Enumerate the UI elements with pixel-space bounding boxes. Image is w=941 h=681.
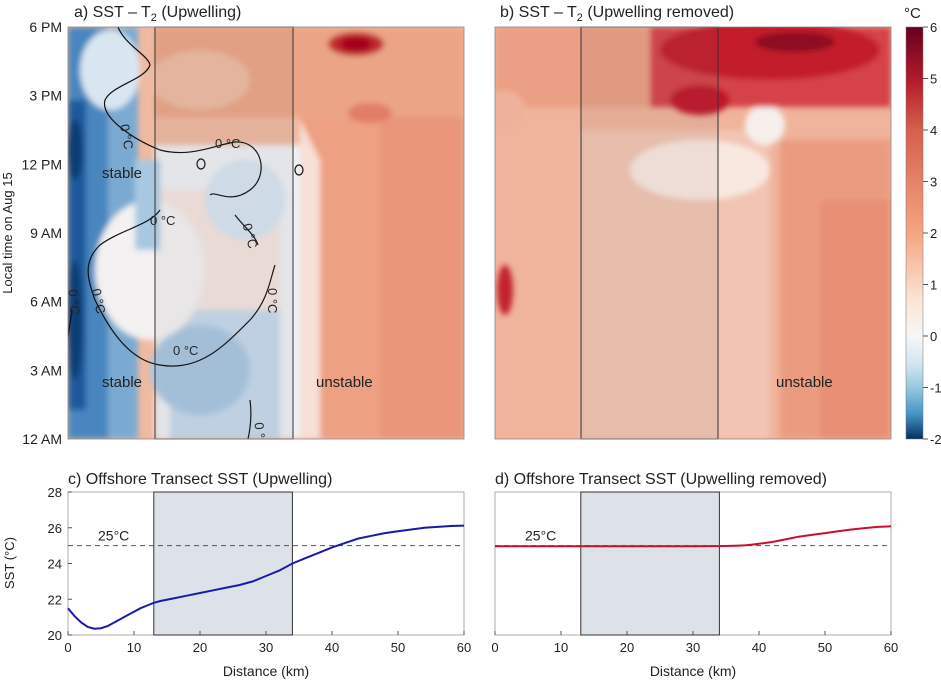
upwelling-zone-box bbox=[154, 26, 294, 440]
panel-a-frame bbox=[67, 26, 465, 440]
xtick-label: 20 bbox=[193, 640, 207, 655]
xtick-label: 50 bbox=[818, 640, 832, 655]
contour-label: 0 °C bbox=[117, 123, 136, 151]
colorbar-tick-label: 0 bbox=[930, 329, 937, 344]
ytick-label: 20 bbox=[48, 628, 62, 643]
xtick-label: 0 bbox=[491, 640, 498, 655]
xtick-label: 40 bbox=[325, 640, 339, 655]
xtick-label: 40 bbox=[752, 640, 766, 655]
xtick-label: 60 bbox=[884, 640, 898, 655]
xtick-label: 0 bbox=[64, 640, 71, 655]
colorbar-gradient bbox=[905, 26, 924, 440]
ytick-label: 24 bbox=[48, 557, 62, 572]
heatmap-ytick: 9 AM bbox=[30, 225, 62, 241]
colorbar-unit: °C bbox=[904, 5, 921, 22]
panel-c-xlabel: Distance (km) bbox=[223, 663, 309, 679]
panel-d-title: d) Offshore Transect SST (Upwelling remo… bbox=[495, 471, 827, 488]
contour-label: 0 °C bbox=[240, 222, 261, 250]
panel-a-title: a) SST – T2 (Upwelling) bbox=[74, 4, 241, 24]
xtick-label: 10 bbox=[554, 640, 568, 655]
annotation-stable: stable bbox=[102, 374, 142, 391]
panel-b-heatmap: unstable bbox=[495, 27, 891, 439]
xtick-label: 30 bbox=[259, 640, 273, 655]
colorbar-tick-label: -2 bbox=[930, 432, 941, 447]
panel-c-ylabel: SST (°C) bbox=[2, 537, 17, 589]
reference-label: 25°C bbox=[525, 528, 556, 544]
contour-label: 0 °C bbox=[173, 343, 198, 358]
upwelling-shade bbox=[580, 491, 720, 636]
heatmap-ytick: 3 PM bbox=[29, 88, 62, 104]
panel-b: b) SST – T2 (Upwelling removed) unstable bbox=[494, 4, 892, 440]
ytick-label: 26 bbox=[48, 521, 62, 536]
panel-c: c) Offshore Transect SST (Upwelling) 25°… bbox=[2, 471, 471, 679]
heatmap-ytick: 12 PM bbox=[22, 156, 62, 172]
xtick-label: 20 bbox=[620, 640, 634, 655]
contour-label: 0 °C bbox=[265, 288, 280, 313]
contour-label: 0 °C bbox=[252, 422, 269, 449]
colorbar-tick-label: 2 bbox=[930, 226, 937, 241]
sst-line-upwelling-removed bbox=[495, 525, 892, 548]
heatmap-ylabel: Local time on Aug 15 bbox=[0, 172, 15, 293]
colorbar-tick-label: 5 bbox=[930, 72, 937, 87]
xtick-label: 60 bbox=[457, 640, 471, 655]
ytick-label: 22 bbox=[48, 592, 62, 607]
panel-c-title: c) Offshore Transect SST (Upwelling) bbox=[68, 471, 332, 488]
colorbar-tick-label: 3 bbox=[930, 175, 937, 190]
contour-label: 0 °C bbox=[89, 287, 109, 315]
heatmap-ytick: 12 AM bbox=[22, 431, 62, 447]
heatmap-ytick: 6 AM bbox=[30, 294, 62, 310]
xtick-label: 30 bbox=[686, 640, 700, 655]
xtick-label: 10 bbox=[127, 640, 141, 655]
upwelling-zone-box bbox=[580, 26, 719, 440]
annotation-stable: stable bbox=[102, 165, 142, 182]
panel-a-heatmap: 0 °C 0 °C 0 °C 0 °C 0 °C 0 °C 0 °C 0 °C … bbox=[65, 27, 464, 449]
heatmap-ytick: 3 AM bbox=[30, 362, 62, 378]
contour-label: 0 °C bbox=[215, 136, 240, 151]
sst-line-upwelling bbox=[67, 524, 465, 630]
panel-b-title: b) SST – T2 (Upwelling removed) bbox=[500, 4, 734, 24]
reference-label: 25°C bbox=[98, 528, 129, 544]
heatmap-ytick: 6 PM bbox=[29, 19, 62, 35]
panel-d-xlabel: Distance (km) bbox=[650, 663, 736, 679]
xtick-label: 50 bbox=[391, 640, 405, 655]
contour-label: 0 °C bbox=[65, 289, 82, 316]
panel-b-frame bbox=[494, 26, 892, 440]
colorbar-tick-label: -1 bbox=[930, 381, 941, 396]
contour-label: 0 °C bbox=[150, 213, 175, 228]
annotation-unstable: unstable bbox=[316, 374, 373, 391]
colorbar: °C 6 5 4 3 2 1 0 -1 -2 bbox=[904, 5, 941, 447]
panel-a: a) SST – T2 (Upwelling) bbox=[0, 4, 465, 449]
colorbar-tick-label: 4 bbox=[930, 123, 937, 138]
colorbar-tick-label: 6 bbox=[930, 20, 937, 35]
annotation-unstable: unstable bbox=[776, 374, 833, 391]
colorbar-tick-label: 1 bbox=[930, 278, 937, 293]
ytick-label: 28 bbox=[48, 485, 62, 500]
panel-d: d) Offshore Transect SST (Upwelling remo… bbox=[491, 471, 898, 679]
upwelling-shade bbox=[153, 491, 293, 636]
